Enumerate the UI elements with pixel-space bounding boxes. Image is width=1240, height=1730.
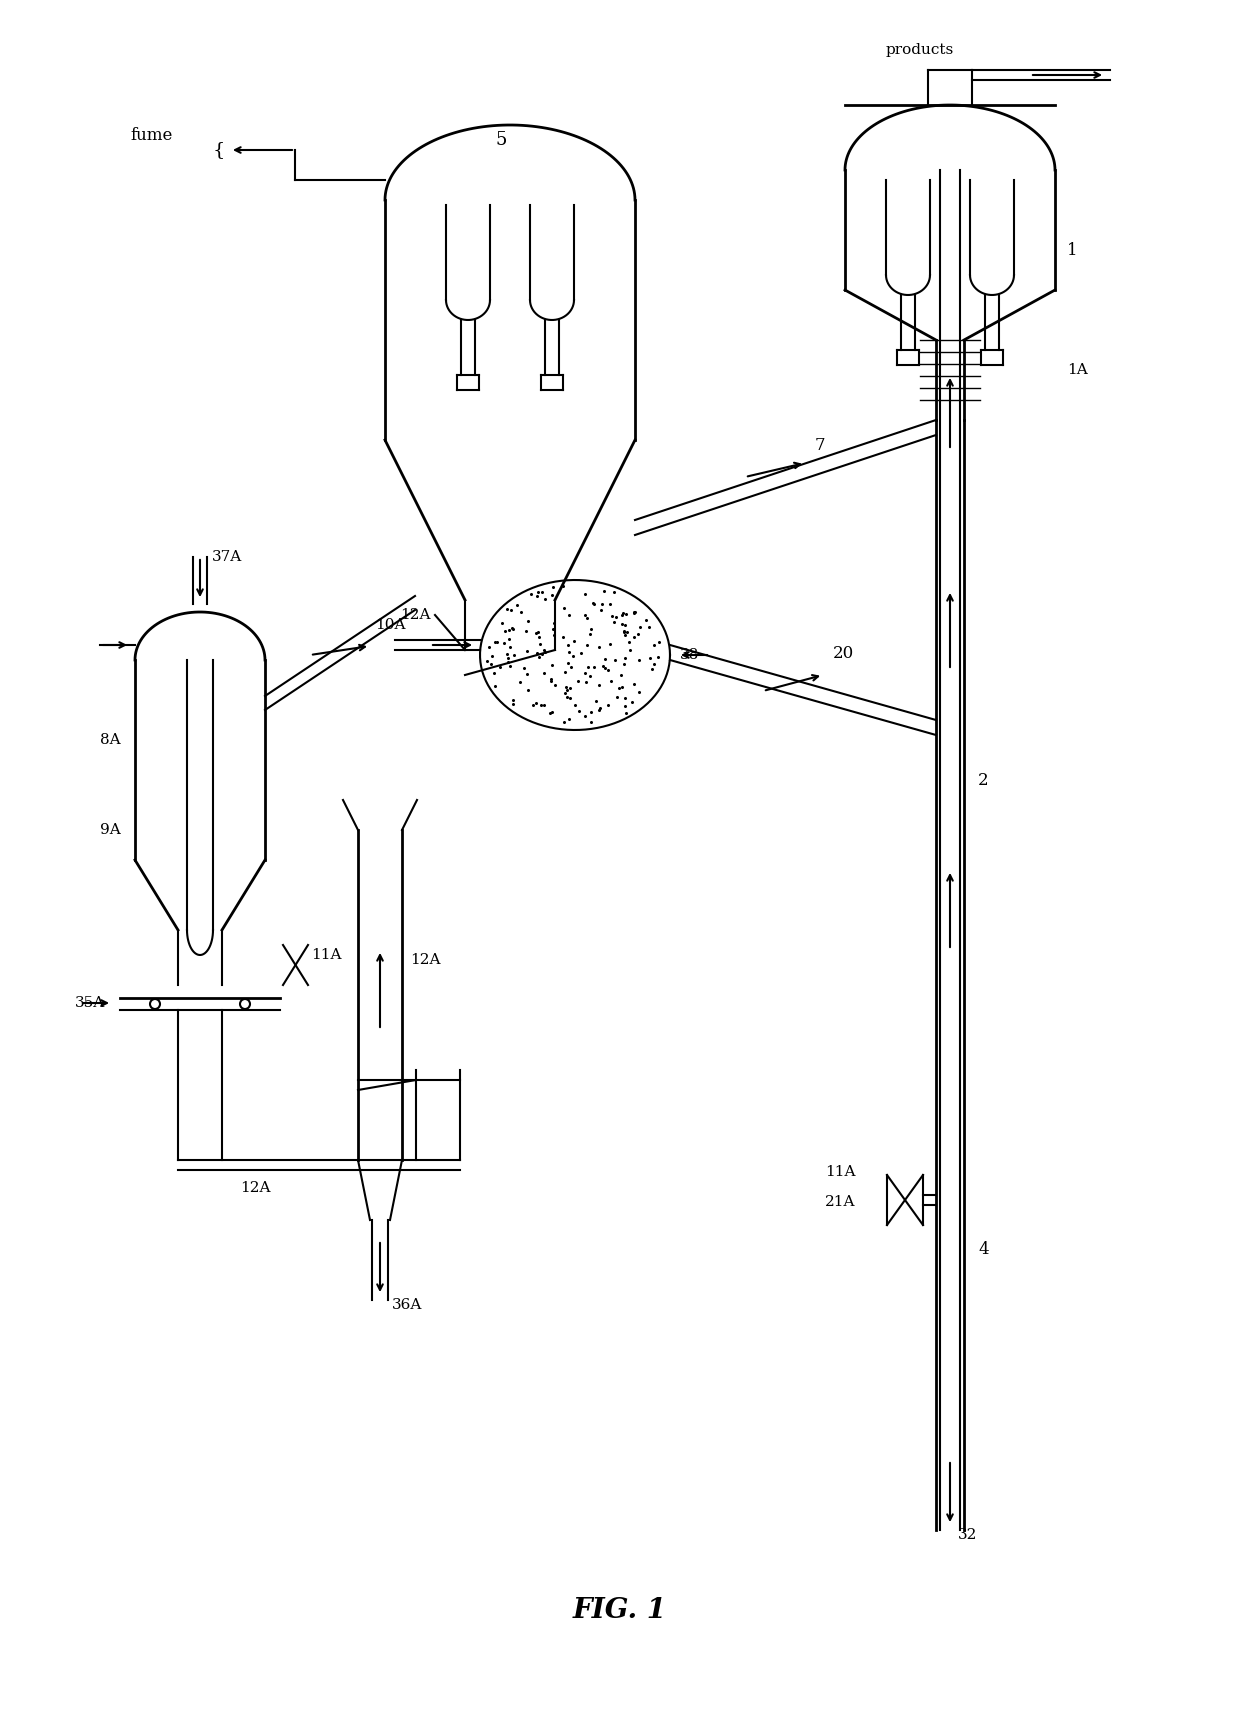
Text: 35A: 35A <box>74 996 105 1010</box>
Text: 20: 20 <box>833 645 854 661</box>
Text: 5: 5 <box>495 131 506 149</box>
Text: 2: 2 <box>978 772 988 789</box>
Text: 21A: 21A <box>825 1195 856 1209</box>
Text: 12A: 12A <box>401 607 430 623</box>
Text: 9A: 9A <box>100 823 120 837</box>
Text: 1: 1 <box>1066 242 1078 258</box>
Text: {: { <box>212 142 224 159</box>
Text: fume: fume <box>130 126 172 144</box>
Text: 37A: 37A <box>212 550 242 564</box>
Text: 4: 4 <box>978 1242 988 1258</box>
Text: 11A: 11A <box>825 1164 856 1180</box>
Text: products: products <box>885 43 954 57</box>
Text: 1A: 1A <box>1066 363 1087 377</box>
Text: 8A: 8A <box>100 734 120 747</box>
Text: 12A: 12A <box>241 1182 270 1195</box>
Text: 12A: 12A <box>410 953 440 967</box>
Text: 32: 32 <box>959 1528 977 1541</box>
Text: 38: 38 <box>680 649 699 663</box>
Text: FIG. 1: FIG. 1 <box>573 1597 667 1623</box>
Text: 10A: 10A <box>374 618 405 631</box>
Text: 7: 7 <box>815 436 826 453</box>
Text: 11A: 11A <box>311 948 341 962</box>
Text: 36A: 36A <box>392 1298 423 1311</box>
